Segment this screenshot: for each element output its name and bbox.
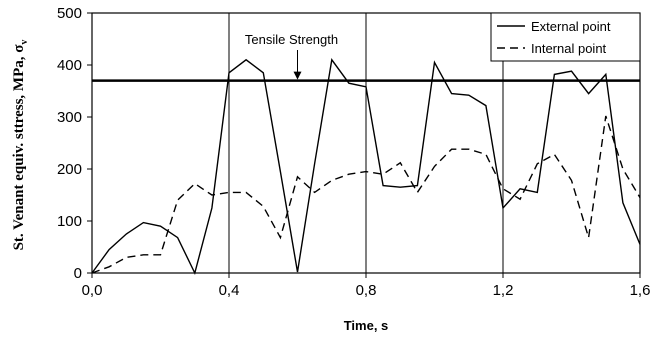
vertical-gridlines — [228, 13, 504, 273]
series-layer — [91, 58, 641, 276]
y-tick-label: 100 — [57, 213, 82, 230]
legend-box — [490, 12, 641, 62]
y-tick-label: 200 — [57, 161, 82, 178]
x-tick-label: 0,4 — [219, 282, 240, 299]
y-axis-label-main: St. Venant equiv. sttress, MPa, σ — [11, 44, 27, 251]
y-tick-label: 400 — [57, 57, 82, 74]
x-axis-ticks: 0,0 0,4 0,8 1,2 1,6 — [82, 273, 651, 299]
x-axis-label: Time, s — [344, 318, 389, 333]
y-axis-ticks: 0 100 200 300 400 500 — [57, 5, 92, 282]
series-line-external — [91, 58, 641, 276]
legend: External point Internal point — [490, 12, 641, 62]
x-tick-label: 1,2 — [493, 282, 514, 299]
y-tick-label: 300 — [57, 109, 82, 126]
x-tick-label: 1,6 — [630, 282, 651, 299]
y-axis-label-subscript: v — [19, 40, 30, 45]
x-tick-label: 0,0 — [82, 282, 103, 299]
tensile-strength-label: Tensile Strength — [245, 32, 338, 47]
tensile-strength-arrowhead — [293, 71, 302, 80]
x-tick-label: 0,8 — [356, 282, 377, 299]
y-tick-label: 0 — [74, 265, 82, 282]
series-line-internal — [91, 115, 641, 274]
y-axis-label: St. Venant equiv. sttress, MPa, σv — [11, 40, 30, 251]
legend-label-internal: Internal point — [531, 41, 607, 56]
y-tick-label: 500 — [57, 5, 82, 22]
legend-label-external: External point — [531, 19, 611, 34]
